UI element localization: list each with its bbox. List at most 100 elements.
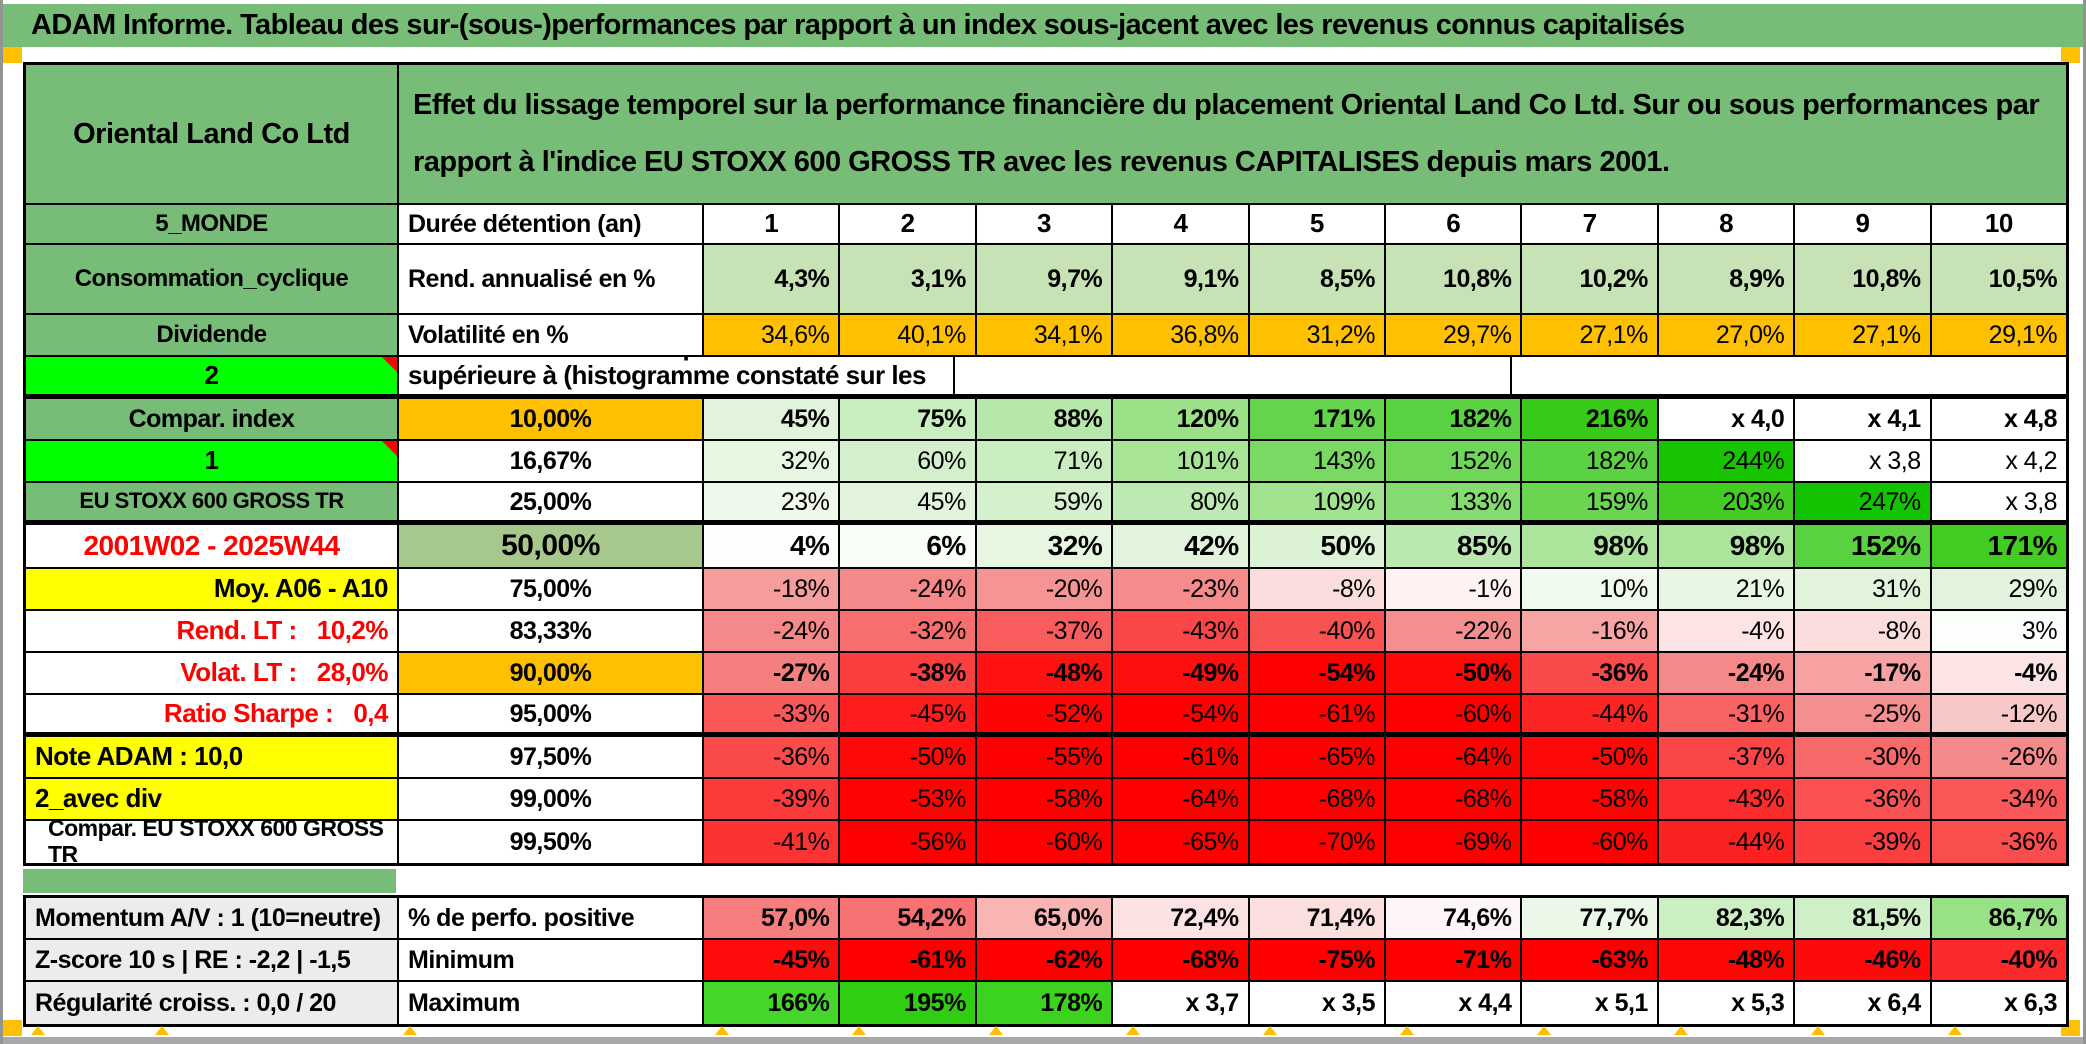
row-p50-value-3[interactable]: 32% [976, 525, 1114, 569]
row-p50-value-1[interactable]: 4% [704, 525, 841, 569]
row-p75-value-3[interactable]: -20% [976, 569, 1114, 611]
sheet-title-bar[interactable]: ADAM Informe. Tableau des sur-(sous-)per… [3, 4, 2083, 47]
row-p99-header[interactable]: 99,00% [399, 779, 704, 821]
row-duration-value-3[interactable]: 3 [976, 205, 1114, 245]
row-positive-perf-value-10[interactable]: 86,7% [1931, 898, 2067, 940]
row-p975-value-4[interactable]: -61% [1113, 737, 1250, 779]
row-probability-header-empty-9[interactable] [955, 357, 1512, 399]
row-annualized-return-value-7[interactable]: 10,2% [1522, 245, 1659, 315]
row-p75-value-5[interactable]: -8% [1249, 569, 1387, 611]
row-p1667-value-2[interactable]: 60% [840, 441, 977, 483]
row-probability-header-label[interactable]: 2 [26, 357, 399, 399]
row-header-description[interactable]: Effet du lissage temporel sur la perform… [399, 65, 2066, 205]
row-probability-header-text[interactable]: Probabilité d'avoir une performance tota… [399, 357, 956, 399]
row-p995-value-1[interactable]: -41% [704, 821, 841, 863]
row-annualized-return-value-10[interactable]: 10,5% [1931, 245, 2067, 315]
row-p975-value-3[interactable]: -55% [976, 737, 1114, 779]
row-annualized-return-label[interactable]: Consommation_cyclique [26, 245, 399, 315]
row-maximum-value-4[interactable]: x 3,7 [1113, 982, 1250, 1024]
row-minimum-header[interactable]: Minimum [399, 940, 704, 982]
row-duration-value-7[interactable]: 7 [1522, 205, 1659, 245]
row-p975-value-9[interactable]: -30% [1795, 737, 1932, 779]
row-volatility-label[interactable]: Dividende [26, 315, 399, 357]
row-p975-value-7[interactable]: -50% [1522, 737, 1659, 779]
row-annualized-return-value-1[interactable]: 4,3% [704, 245, 841, 315]
row-p995-value-10[interactable]: -36% [1931, 821, 2067, 863]
row-annualized-return-value-9[interactable]: 10,8% [1795, 245, 1932, 315]
row-positive-perf-value-2[interactable]: 54,2% [840, 898, 977, 940]
row-p1667-value-9[interactable]: x 3,8 [1795, 441, 1932, 483]
row-p90-value-9[interactable]: -17% [1795, 653, 1932, 695]
row-p50-value-9[interactable]: 152% [1795, 525, 1932, 569]
row-p25-label[interactable]: EU STOXX 600 GROSS TR [26, 483, 399, 525]
row-p1667-value-4[interactable]: 101% [1113, 441, 1250, 483]
row-annualized-return-header[interactable]: Rend. annualisé en % [399, 245, 704, 315]
row-annualized-return-value-3[interactable]: 9,7% [976, 245, 1114, 315]
row-positive-perf-header[interactable]: % de perfo. positive [399, 898, 704, 940]
row-minimum-value-7[interactable]: -63% [1522, 940, 1659, 982]
row-maximum-label[interactable]: Régularité croiss. : 0,0 / 20 [26, 982, 399, 1024]
row-minimum-value-3[interactable]: -62% [976, 940, 1114, 982]
row-p90-value-2[interactable]: -38% [840, 653, 977, 695]
spacer-row-block[interactable] [23, 869, 396, 893]
row-volatility-header[interactable]: Volatilité en % [399, 315, 704, 357]
row-p50-value-4[interactable]: 42% [1113, 525, 1250, 569]
row-p25-value-5[interactable]: 109% [1249, 483, 1387, 525]
row-annualized-return-value-2[interactable]: 3,1% [840, 245, 977, 315]
row-p50-value-6[interactable]: 85% [1386, 525, 1523, 569]
row-p995-value-8[interactable]: -44% [1658, 821, 1796, 863]
row-volatility-value-8[interactable]: 27,0% [1658, 315, 1796, 357]
row-minimum-value-10[interactable]: -40% [1931, 940, 2067, 982]
row-p99-value-3[interactable]: -58% [976, 779, 1114, 821]
row-p99-value-10[interactable]: -34% [1931, 779, 2067, 821]
row-annualized-return-value-5[interactable]: 8,5% [1249, 245, 1387, 315]
row-p90-label[interactable]: Volat. LT : 28,0% [26, 653, 399, 695]
row-p995-value-6[interactable]: -69% [1386, 821, 1523, 863]
row-p975-value-10[interactable]: -26% [1931, 737, 2067, 779]
row-duration-label[interactable]: 5_MONDE [26, 205, 399, 245]
row-duration-value-10[interactable]: 10 [1931, 205, 2067, 245]
row-p995-header[interactable]: 99,50% [399, 821, 704, 863]
row-minimum-value-1[interactable]: -45% [704, 940, 841, 982]
row-positive-perf-value-9[interactable]: 81,5% [1795, 898, 1932, 940]
row-p10-value-10[interactable]: x 4,8 [1931, 399, 2067, 441]
row-p95-value-10[interactable]: -12% [1931, 695, 2067, 737]
row-p25-value-3[interactable]: 59% [976, 483, 1114, 525]
row-p25-value-2[interactable]: 45% [840, 483, 977, 525]
row-p8333-value-5[interactable]: -40% [1249, 611, 1387, 653]
row-p975-value-6[interactable]: -64% [1386, 737, 1523, 779]
row-p10-value-9[interactable]: x 4,1 [1795, 399, 1932, 441]
row-maximum-value-8[interactable]: x 5,3 [1658, 982, 1796, 1024]
row-positive-perf-value-3[interactable]: 65,0% [976, 898, 1114, 940]
row-p99-value-4[interactable]: -64% [1113, 779, 1250, 821]
row-volatility-value-2[interactable]: 40,1% [840, 315, 977, 357]
row-maximum-value-3[interactable]: 178% [976, 982, 1114, 1024]
row-p10-value-4[interactable]: 120% [1113, 399, 1250, 441]
row-p1667-header[interactable]: 16,67% [399, 441, 704, 483]
row-p8333-value-3[interactable]: -37% [976, 611, 1114, 653]
row-minimum-value-5[interactable]: -75% [1249, 940, 1387, 982]
row-p10-label[interactable]: Compar. index [26, 399, 399, 441]
row-p1667-value-8[interactable]: 244% [1658, 441, 1796, 483]
row-p90-header[interactable]: 90,00% [399, 653, 704, 695]
row-p75-label[interactable]: Moy. A06 - A10 [26, 569, 399, 611]
row-minimum-value-4[interactable]: -68% [1113, 940, 1250, 982]
row-p975-value-5[interactable]: -65% [1249, 737, 1387, 779]
row-p10-value-3[interactable]: 88% [976, 399, 1114, 441]
row-p8333-label[interactable]: Rend. LT : 10,2% [26, 611, 399, 653]
row-p95-value-7[interactable]: -44% [1522, 695, 1659, 737]
row-volatility-value-10[interactable]: 29,1% [1931, 315, 2067, 357]
row-p99-value-6[interactable]: -68% [1386, 779, 1523, 821]
row-duration-value-5[interactable]: 5 [1249, 205, 1387, 245]
row-minimum-value-6[interactable]: -71% [1386, 940, 1523, 982]
row-p995-value-4[interactable]: -65% [1113, 821, 1250, 863]
row-annualized-return-value-6[interactable]: 10,8% [1386, 245, 1523, 315]
row-annualized-return-value-8[interactable]: 8,9% [1658, 245, 1796, 315]
row-p95-label[interactable]: Ratio Sharpe : 0,4 [26, 695, 399, 737]
row-p50-header[interactable]: 50,00% [399, 525, 704, 569]
row-minimum-value-8[interactable]: -48% [1658, 940, 1796, 982]
row-p90-value-1[interactable]: -27% [704, 653, 841, 695]
row-p1667-value-10[interactable]: x 4,2 [1931, 441, 2067, 483]
row-maximum-value-6[interactable]: x 4,4 [1386, 982, 1523, 1024]
row-p90-value-5[interactable]: -54% [1249, 653, 1387, 695]
